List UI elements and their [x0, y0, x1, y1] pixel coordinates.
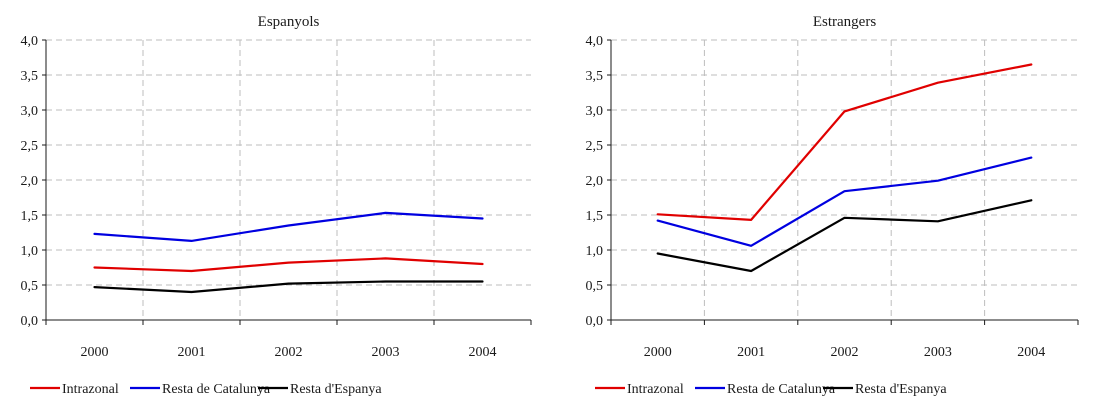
x-tick-label: 2001 — [737, 345, 765, 360]
y-tick-label: 2,0 — [586, 174, 604, 189]
chart-panel-1: Espanyols 0,0 0,5 1,0 1,5 2,0 2,5 3,0 3,5 4,0 2000… — [21, 14, 532, 397]
x-tick-label: 2002 — [831, 345, 859, 360]
chart-title: Espanyols — [258, 14, 320, 30]
series-line-resta-d-espanya — [656, 199, 1033, 273]
legend-label: Intrazonal — [62, 382, 119, 397]
series-line-resta-de-catalunya — [93, 211, 484, 242]
y-tick-label: 1,5 — [586, 209, 604, 224]
y-tick-label: 3,5 — [21, 69, 39, 84]
y-tick-label: 2,5 — [586, 139, 604, 154]
y-tick-label: 3,0 — [586, 104, 604, 119]
x-tick-label: 2002 — [275, 345, 303, 360]
x-tick-label: 2000 — [644, 345, 672, 360]
y-tick-label: 2,5 — [21, 139, 39, 154]
y-tick-label: 4,0 — [21, 34, 39, 49]
legend-label: Resta d'Espanya — [290, 382, 382, 397]
y-tick-label: 0,5 — [586, 279, 604, 294]
y-tick-label: 0,5 — [21, 279, 39, 294]
series-line-resta-de-catalunya — [656, 156, 1033, 247]
x-tick-label: 2003 — [372, 345, 400, 360]
x-tick-label: 2004 — [1017, 345, 1045, 360]
legend-label: Resta d'Espanya — [855, 382, 947, 397]
chart-panel-2: Estrangers 0,0 0,5 1,0 1,5 2,0 2,5 3,0 3,5 4,0 200… — [586, 14, 1079, 397]
x-tick-label: 2003 — [924, 345, 952, 360]
y-tick-label: 1,5 — [21, 209, 39, 224]
x-tick-label: 2004 — [469, 345, 497, 360]
y-tick-label: 4,0 — [586, 34, 604, 49]
chart-title: Estrangers — [813, 14, 876, 30]
legend-label: Intrazonal — [627, 382, 684, 397]
y-tick-label: 0,0 — [21, 314, 39, 329]
series-line-intrazonal — [93, 257, 484, 273]
legend-label: Resta de Catalunya — [162, 382, 271, 397]
y-tick-label: 3,5 — [586, 69, 604, 84]
legend-label: Resta de Catalunya — [727, 382, 836, 397]
y-tick-label: 1,0 — [21, 244, 39, 259]
series-line-resta-d-espanya — [93, 280, 484, 294]
x-tick-label: 2001 — [178, 345, 206, 360]
y-tick-label: 3,0 — [21, 104, 39, 119]
y-tick-label: 0,0 — [586, 314, 604, 329]
series-line-intrazonal — [656, 63, 1033, 221]
x-tick-label: 2000 — [81, 345, 109, 360]
y-tick-label: 2,0 — [21, 174, 39, 189]
y-tick-label: 1,0 — [586, 244, 604, 259]
